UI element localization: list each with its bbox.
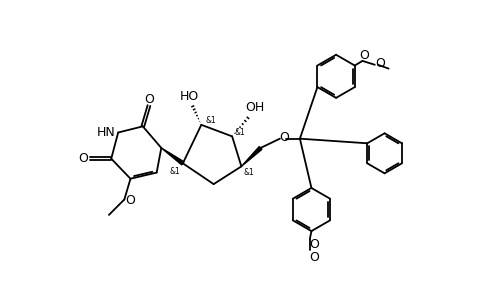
Text: O: O bbox=[309, 238, 319, 251]
Text: O: O bbox=[144, 93, 154, 106]
Text: &1: &1 bbox=[244, 168, 254, 177]
Text: &1: &1 bbox=[235, 128, 245, 137]
Text: &1: &1 bbox=[205, 117, 216, 125]
Text: O: O bbox=[125, 194, 135, 207]
Text: O: O bbox=[309, 251, 319, 264]
Text: O: O bbox=[279, 131, 289, 144]
Text: O: O bbox=[375, 57, 385, 70]
Text: HO: HO bbox=[180, 90, 199, 103]
Polygon shape bbox=[161, 148, 184, 165]
Text: &1: &1 bbox=[170, 166, 181, 175]
Text: O: O bbox=[359, 49, 369, 62]
Polygon shape bbox=[242, 147, 262, 166]
Text: HN: HN bbox=[96, 126, 115, 139]
Text: O: O bbox=[78, 152, 88, 165]
Text: OH: OH bbox=[245, 101, 264, 114]
